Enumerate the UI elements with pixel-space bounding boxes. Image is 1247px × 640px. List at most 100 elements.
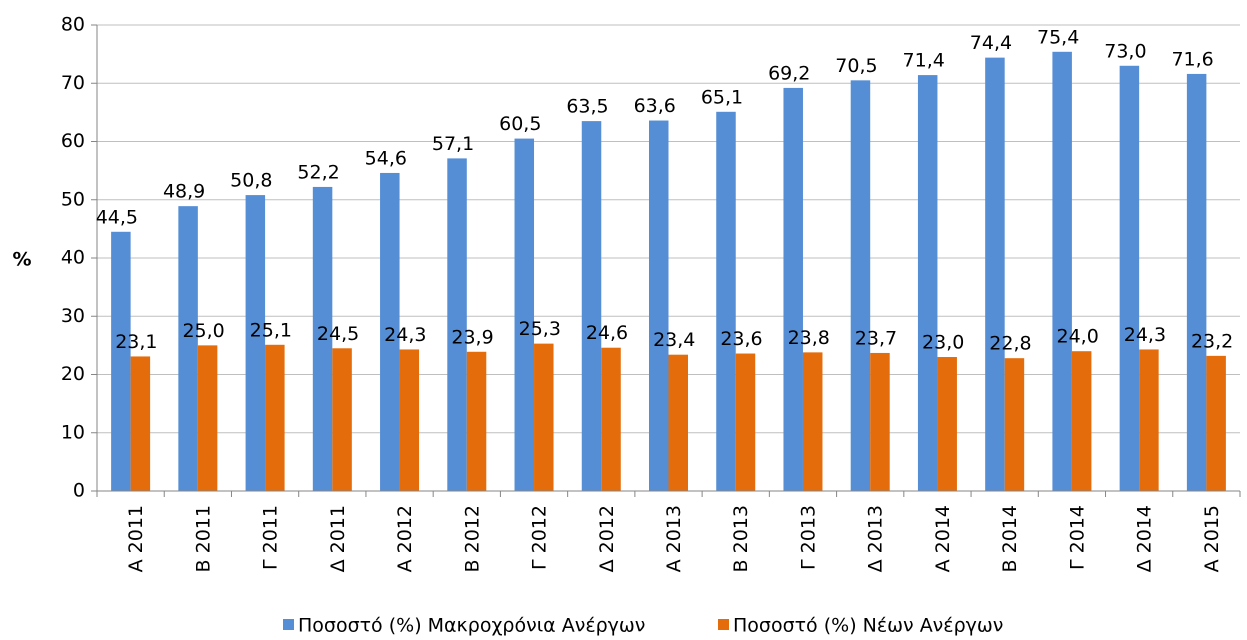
value-label: 63,6 <box>634 95 676 117</box>
bar <box>332 348 352 491</box>
x-tick-label: Β 2012 <box>461 505 483 572</box>
x-tick-label: Α 2012 <box>394 505 416 572</box>
bar <box>783 87 803 491</box>
bar <box>802 352 823 491</box>
x-tick-label: Β 2014 <box>999 505 1021 572</box>
bar <box>870 352 890 491</box>
x-tick-label: Α 2015 <box>1201 505 1223 572</box>
value-label: 25,1 <box>250 319 292 341</box>
value-label: 23,2 <box>1191 330 1233 352</box>
value-label: 57,1 <box>432 133 474 155</box>
bar <box>1004 358 1025 491</box>
value-label: 70,5 <box>835 55 877 77</box>
y-tick-label: 30 <box>61 305 85 327</box>
bar <box>1119 65 1140 492</box>
bar <box>534 343 554 491</box>
bar <box>1186 73 1207 492</box>
x-tick-label: Δ 2013 <box>865 505 887 572</box>
bar <box>380 172 400 491</box>
value-label: 25,3 <box>519 318 561 340</box>
x-tick-label: Γ 2013 <box>797 505 819 570</box>
legend-label: Ποσοστό (%) Μακροχρόνια Ανέργων <box>298 615 645 637</box>
y-axis-label: % <box>12 249 31 271</box>
value-label: 24,3 <box>1124 324 1166 346</box>
x-tick-label: Δ 2014 <box>1134 505 1156 572</box>
value-label: 23,8 <box>788 327 830 349</box>
value-label: 23,0 <box>922 332 964 354</box>
value-label: 23,7 <box>855 327 897 349</box>
value-label: 24,6 <box>586 322 628 344</box>
value-label: 24,5 <box>317 323 359 345</box>
bar <box>399 349 420 491</box>
bar <box>130 356 151 491</box>
x-tick-label: Β 2013 <box>730 505 752 572</box>
bar <box>581 121 602 492</box>
bar <box>735 353 756 491</box>
bar <box>1052 51 1072 492</box>
x-tick-label: Α 2014 <box>932 505 954 572</box>
value-label: 71,6 <box>1171 48 1213 70</box>
bar <box>178 206 198 491</box>
bar <box>466 351 487 491</box>
y-tick-label: 80 <box>61 14 85 36</box>
x-tick-label: Γ 2011 <box>260 505 282 570</box>
value-label: 52,2 <box>297 161 339 183</box>
value-label: 54,6 <box>365 147 407 169</box>
y-tick-label: 10 <box>61 421 85 443</box>
bar <box>1139 349 1159 491</box>
value-label: 23,9 <box>451 326 493 348</box>
bar <box>716 111 736 491</box>
value-label: 24,0 <box>1057 326 1099 348</box>
value-label: 69,2 <box>768 62 810 84</box>
bar <box>111 231 131 491</box>
x-tick-label: Δ 2012 <box>596 505 618 572</box>
value-label: 74,4 <box>970 32 1012 54</box>
value-label: 65,1 <box>701 86 743 108</box>
bar <box>985 57 1005 492</box>
bar <box>850 80 871 492</box>
bar <box>1206 355 1226 491</box>
bar <box>937 357 957 491</box>
y-tick-label: 0 <box>73 480 85 502</box>
value-label: 75,4 <box>1037 26 1079 48</box>
y-tick-label: 70 <box>61 72 85 94</box>
bar <box>447 158 467 491</box>
legend-swatch <box>283 619 294 630</box>
x-tick-label: Γ 2014 <box>1066 505 1088 570</box>
value-label: 25,0 <box>182 320 224 342</box>
legend-swatch <box>718 619 729 630</box>
bar <box>197 345 218 491</box>
bar <box>245 195 266 491</box>
value-label: 23,1 <box>115 331 157 353</box>
value-label: 73,0 <box>1104 40 1146 62</box>
value-label: 60,5 <box>499 113 541 135</box>
value-label: 48,9 <box>163 181 205 203</box>
value-label: 71,4 <box>903 50 945 72</box>
x-tick-label: Δ 2011 <box>327 505 349 572</box>
value-label: 23,6 <box>720 328 762 350</box>
bar <box>265 344 285 491</box>
y-tick-label: 20 <box>61 363 85 385</box>
bar <box>917 75 938 491</box>
value-label: 63,5 <box>566 96 608 118</box>
x-tick-label: Β 2011 <box>192 505 214 572</box>
bar <box>1071 351 1092 491</box>
bar <box>649 120 669 491</box>
bar <box>668 354 688 491</box>
x-tick-label: Α 2013 <box>663 505 685 572</box>
bar <box>601 347 621 491</box>
value-label: 50,8 <box>230 170 272 192</box>
bar <box>312 186 333 491</box>
x-tick-label: Γ 2012 <box>529 505 551 570</box>
legend-label: Ποσοστό (%) Νέων Ανέργων <box>733 615 1003 637</box>
y-tick-label: 50 <box>61 188 85 210</box>
y-tick-label: 40 <box>61 247 85 269</box>
value-label: 24,3 <box>384 324 426 346</box>
bar <box>514 138 535 491</box>
y-tick-label: 60 <box>61 130 85 152</box>
x-tick-label: Α 2011 <box>125 505 147 572</box>
value-label: 23,4 <box>653 329 695 351</box>
value-label: 44,5 <box>96 206 138 228</box>
value-label: 22,8 <box>989 333 1031 355</box>
